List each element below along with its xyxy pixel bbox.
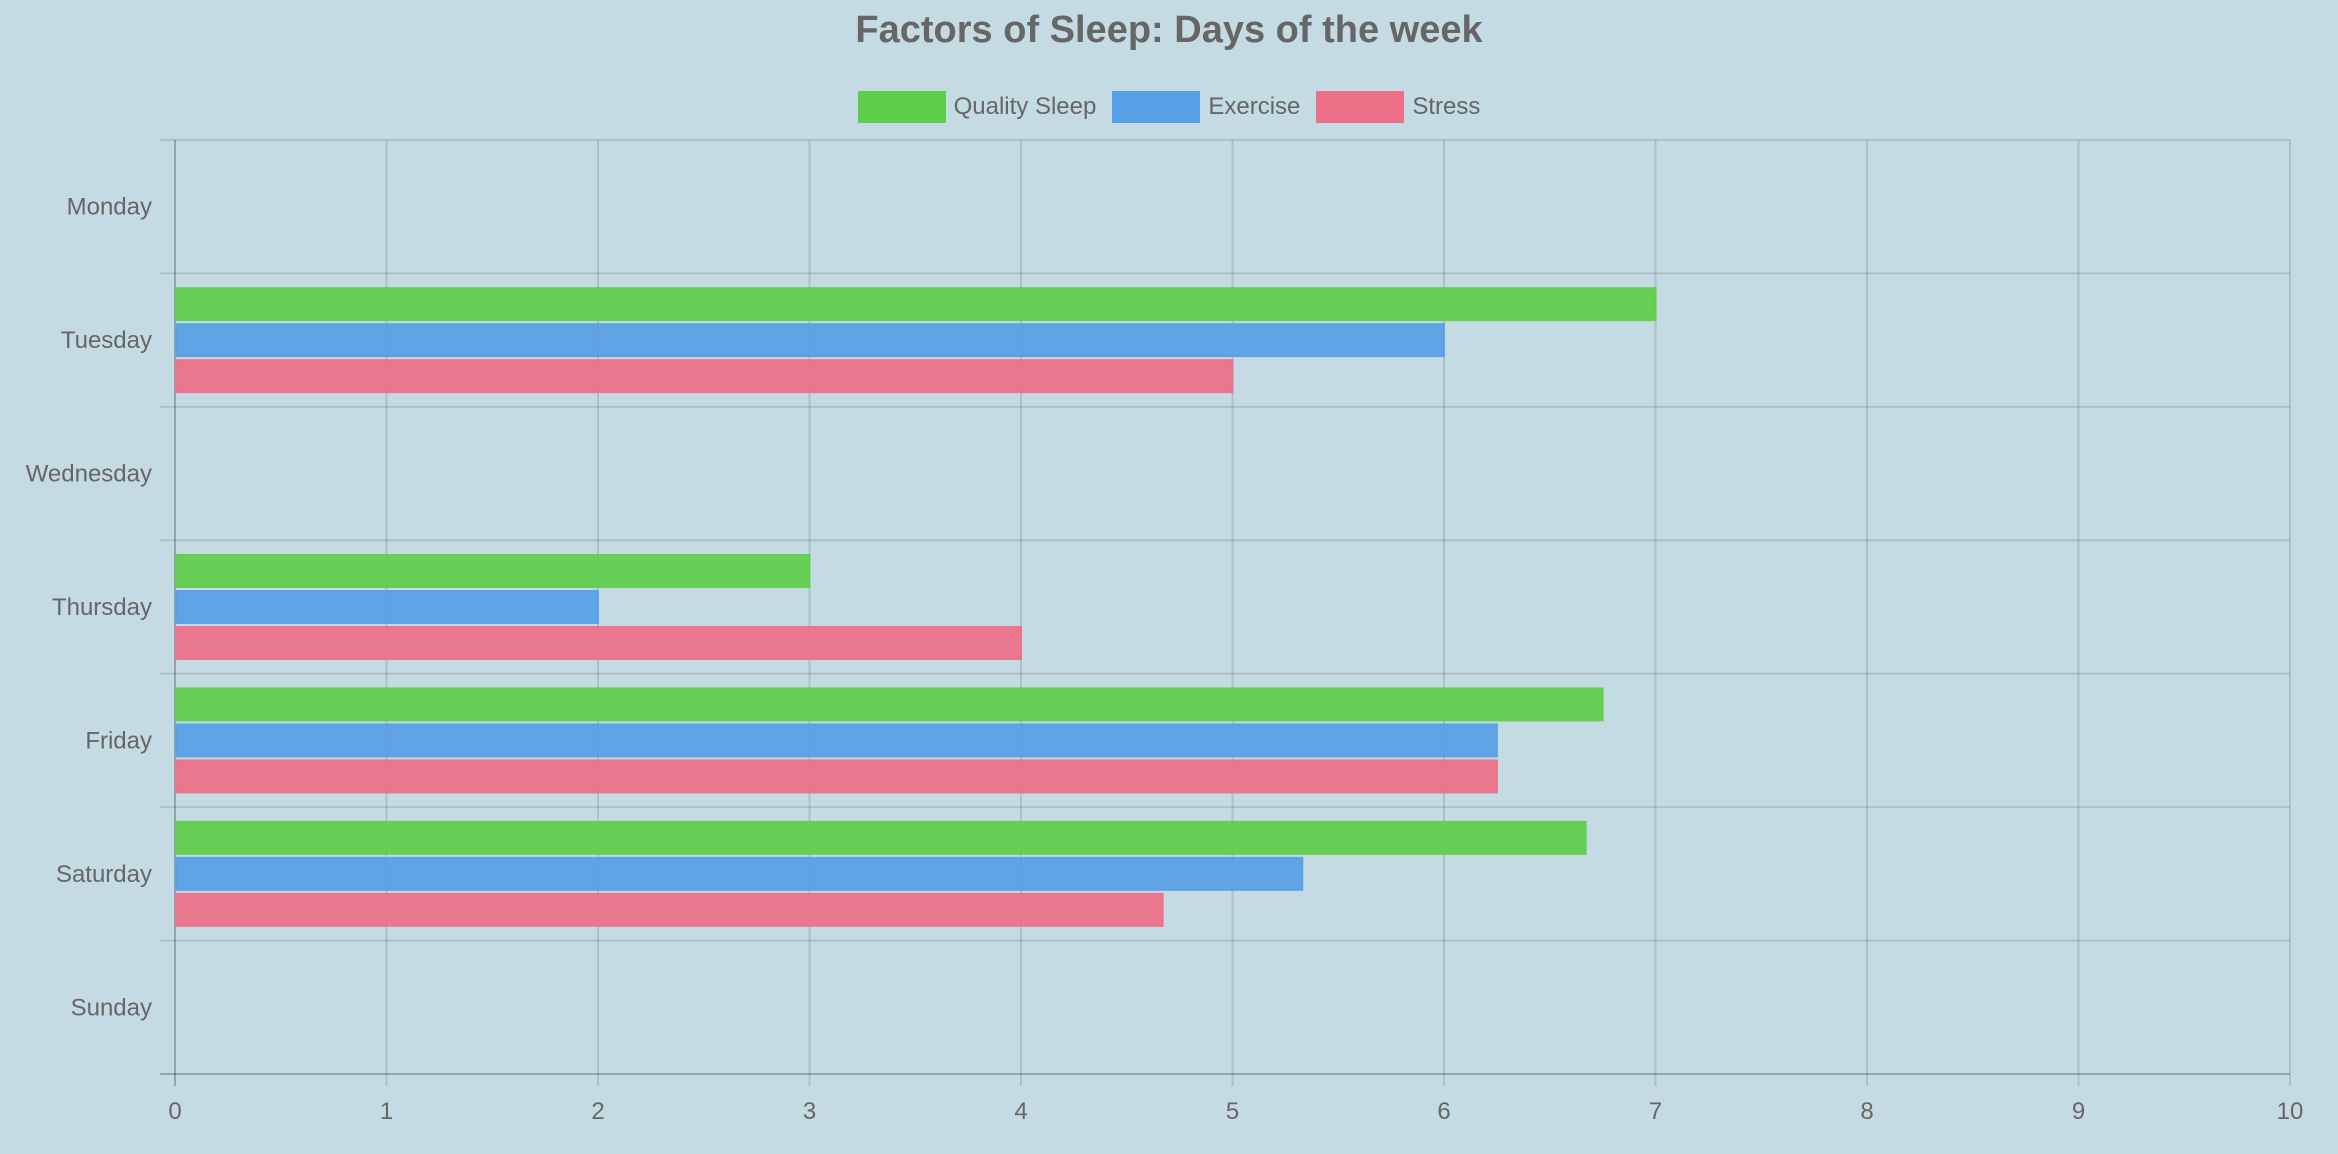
bar-stress-thursday[interactable] (175, 626, 1022, 660)
legend-swatch-exercise (1112, 91, 1201, 123)
x-tick-label: 0 (168, 1098, 181, 1125)
x-tick-label: 8 (1860, 1098, 1873, 1125)
x-tick-label: 9 (2072, 1098, 2085, 1125)
x-tick-label: 5 (1226, 1098, 1239, 1125)
bar-exercise-tuesday[interactable] (175, 323, 1445, 358)
legend-item-stress[interactable]: Stress (1316, 91, 1480, 123)
y-axis-labels: Monday Tuesday Wednesday Thursday Friday Satu… (26, 194, 152, 1022)
y-tick-label-saturday: Saturday (56, 861, 152, 888)
x-axis-labels: 0 1 2 3 4 5 6 7 8 9 10 (168, 1098, 2303, 1125)
y-tick-label-wednesday: Wednesday (26, 461, 152, 488)
legend-item-quality-sleep[interactable]: Quality Sleep (857, 91, 1097, 123)
bar-quality-sleep-friday[interactable] (175, 687, 1604, 722)
grid-lines (160, 139, 2291, 1086)
y-tick-label-sunday: Sunday (71, 994, 152, 1021)
y-tick-label-monday: Monday (67, 194, 152, 221)
legend-swatch-stress (1316, 91, 1405, 123)
x-tick-label: 3 (803, 1098, 816, 1125)
bar-exercise-friday[interactable] (175, 723, 1498, 758)
bar-quality-sleep-tuesday[interactable] (175, 287, 1657, 322)
legend: Quality Sleep Exercise Stress (0, 91, 2338, 123)
bar-exercise-saturday[interactable] (175, 856, 1304, 891)
x-tick-label: 7 (1649, 1098, 1662, 1125)
bar-stress-friday[interactable] (175, 759, 1498, 794)
x-tick-label: 4 (1014, 1098, 1027, 1125)
bar-quality-sleep-thursday[interactable] (175, 554, 811, 588)
legend-label-quality-sleep: Quality Sleep (953, 93, 1097, 120)
bars (175, 287, 1657, 927)
legend-swatch-quality-sleep (857, 91, 946, 123)
legend-item-exercise[interactable]: Exercise (1112, 91, 1300, 123)
x-tick-label: 6 (1437, 1098, 1450, 1125)
bar-stress-saturday[interactable] (175, 892, 1164, 927)
x-tick-label: 1 (380, 1098, 393, 1125)
bar-exercise-thursday[interactable] (175, 590, 599, 624)
legend-label-stress: Stress (1412, 93, 1481, 120)
x-tick-label: 10 (2277, 1098, 2304, 1125)
y-tick-label-tuesday: Tuesday (61, 327, 152, 354)
bar-quality-sleep-saturday[interactable] (175, 820, 1587, 855)
y-tick-label-friday: Friday (85, 727, 152, 754)
chart-title: Factors of Sleep: Days of the week (855, 9, 1483, 51)
y-tick-label-thursday: Thursday (52, 594, 152, 621)
legend-label-exercise: Exercise (1208, 93, 1301, 120)
x-tick-label: 2 (591, 1098, 604, 1125)
bar-stress-tuesday[interactable] (175, 359, 1234, 394)
